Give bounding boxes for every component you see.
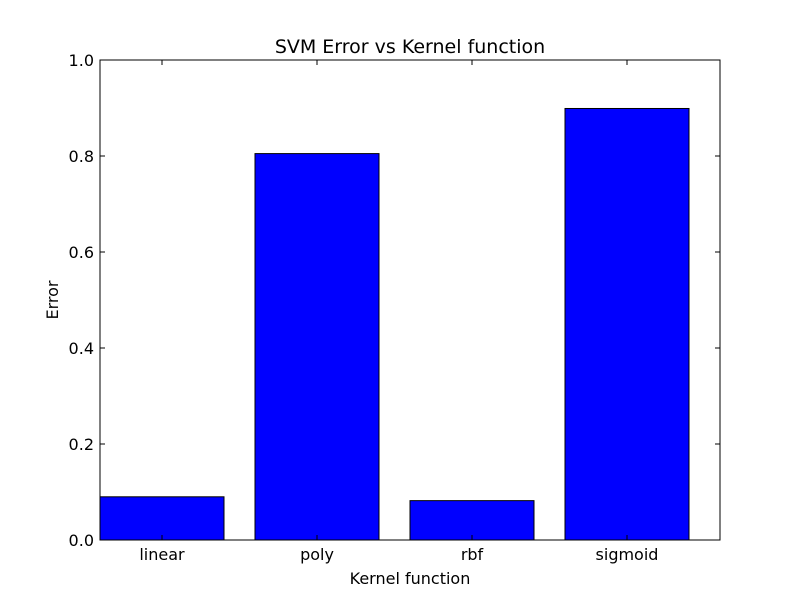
x-axis-label: Kernel function: [350, 569, 471, 588]
ticks-layer: linear poly rbf sigmoid 0.0 0.2 0.4 0.6 0.8 1.0: [69, 51, 720, 564]
x-tick-label-sigmoid: sigmoid: [596, 545, 659, 564]
bars-layer: [99, 107, 690, 541]
chart-title: SVM Error vs Kernel function: [275, 36, 545, 58]
y-axis-label: Error: [43, 280, 62, 319]
plot-frame: [99, 59, 721, 541]
bar-sigmoid: [564, 107, 690, 541]
x-tick-label-linear: linear: [139, 545, 185, 564]
bar-rbf: [409, 500, 535, 541]
y-tick-label: 1.0: [69, 51, 94, 70]
bar-poly: [254, 153, 380, 541]
bar-linear: [99, 496, 225, 541]
y-tick-label: 0.8: [69, 147, 94, 166]
y-tick-label: 0.6: [69, 243, 94, 262]
x-tick-label-rbf: rbf: [461, 545, 484, 564]
y-tick-label: 0.2: [69, 435, 94, 454]
y-tick-label: 0.4: [69, 339, 94, 358]
y-tick-label: 0.0: [69, 531, 94, 550]
x-tick-label-poly: poly: [300, 545, 334, 564]
